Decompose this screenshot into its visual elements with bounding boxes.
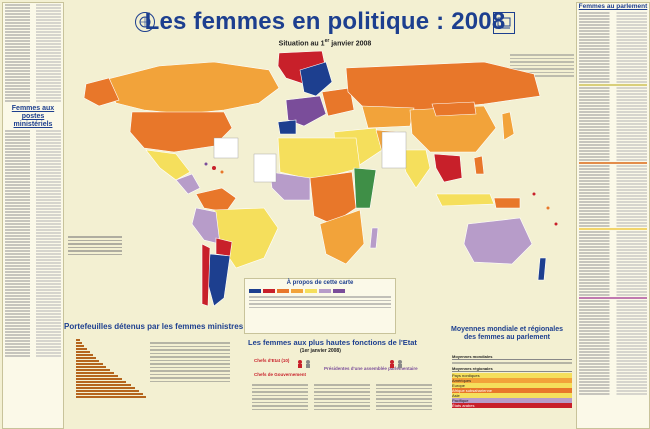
map-kazakhstan xyxy=(361,105,415,129)
page-subtitle: Situation au 1er janvier 2008 xyxy=(278,38,372,48)
map-australia xyxy=(463,217,533,265)
map-usa xyxy=(129,111,233,153)
legend-swatches xyxy=(249,289,391,293)
heads-of-state-label: Chefs d'Etat (10) xyxy=(254,358,290,363)
un-emblem-icon xyxy=(135,12,155,32)
person-icons xyxy=(296,356,416,368)
right-panel-parliament: Femmes au parlement xyxy=(576,2,650,429)
map-russia xyxy=(345,61,541,111)
highest-offices-list xyxy=(252,382,432,412)
portfolios-list xyxy=(150,340,230,384)
region-row-0: Pays nordiques xyxy=(452,372,572,378)
map-annotation-left xyxy=(68,234,122,257)
map-iberia xyxy=(277,119,297,135)
portfolios-chart xyxy=(76,338,146,418)
map-indonesia xyxy=(435,193,495,207)
speakers-label: Présidentes d'une assemblée parlementair… xyxy=(324,366,418,371)
map-eastern-europe xyxy=(321,87,355,117)
map-chile xyxy=(201,243,211,307)
map-india xyxy=(399,149,431,189)
region-row-6: États arabes xyxy=(452,402,572,408)
map-argentina xyxy=(207,253,231,307)
page-title: Les femmes en politique : 2008 xyxy=(144,8,506,35)
map-peru xyxy=(191,207,221,245)
map-alaska xyxy=(83,77,120,107)
highest-offices-subtitle: (1er janvier 2008) xyxy=(300,348,341,354)
world-map xyxy=(83,50,558,307)
left-panel-title: Femmes aux postes ministériels xyxy=(11,105,55,128)
averages-table: Moyennes mondiales Moyennes régionales P… xyxy=(452,354,572,408)
map-philippines xyxy=(473,155,485,175)
map-madagascar xyxy=(369,227,379,249)
legend-box: À propos de cette carte xyxy=(244,278,396,334)
highest-offices-title: Les femmes aux plus hautes fonctions de … xyxy=(248,338,417,347)
region-row-1: Amériques xyxy=(452,377,572,383)
map-new-guinea xyxy=(493,197,521,209)
map-central-america xyxy=(175,173,201,195)
map-southeast-asia xyxy=(433,153,463,183)
region-row-5: Pacifique xyxy=(452,397,572,403)
ipu-emblem-icon xyxy=(493,12,515,34)
map-canada xyxy=(103,61,280,115)
left-panel-ministers: Femmes aux postes ministériels xyxy=(2,2,64,429)
world-averages-label: Moyennes mondiales xyxy=(452,354,572,360)
map-east-africa xyxy=(353,167,377,209)
region-row-4: Asie xyxy=(452,392,572,398)
region-row-2: Europe xyxy=(452,382,572,388)
map-japan xyxy=(501,111,515,141)
map-scandinavia xyxy=(299,61,333,97)
map-new-zealand xyxy=(537,257,547,281)
map-mongolia xyxy=(431,101,477,117)
right-panel-table xyxy=(579,12,647,395)
map-southern-africa xyxy=(319,209,365,265)
region-row-3: Afrique subsaharienne xyxy=(452,387,572,393)
legend-title: À propos de cette carte xyxy=(286,280,354,286)
map-china xyxy=(409,105,497,153)
regional-averages-label: Moyennes régionales xyxy=(452,366,572,372)
intro-note xyxy=(510,52,574,79)
right-panel-title: Femmes au parlement xyxy=(578,3,648,10)
left-panel-table xyxy=(5,130,61,357)
left-panel-table-top xyxy=(5,4,61,104)
map-west-africa xyxy=(269,171,311,201)
heads-of-government-label: Chefs de Gouvernement xyxy=(254,372,307,377)
portfolios-title: Portefeuilles détenus par les femmes min… xyxy=(64,322,244,331)
averages-title: Moyennes mondiale et régionales des femm… xyxy=(450,326,564,341)
map-mexico xyxy=(145,149,191,181)
map-colombia-venezuela xyxy=(195,187,237,213)
map-western-europe xyxy=(285,95,327,127)
